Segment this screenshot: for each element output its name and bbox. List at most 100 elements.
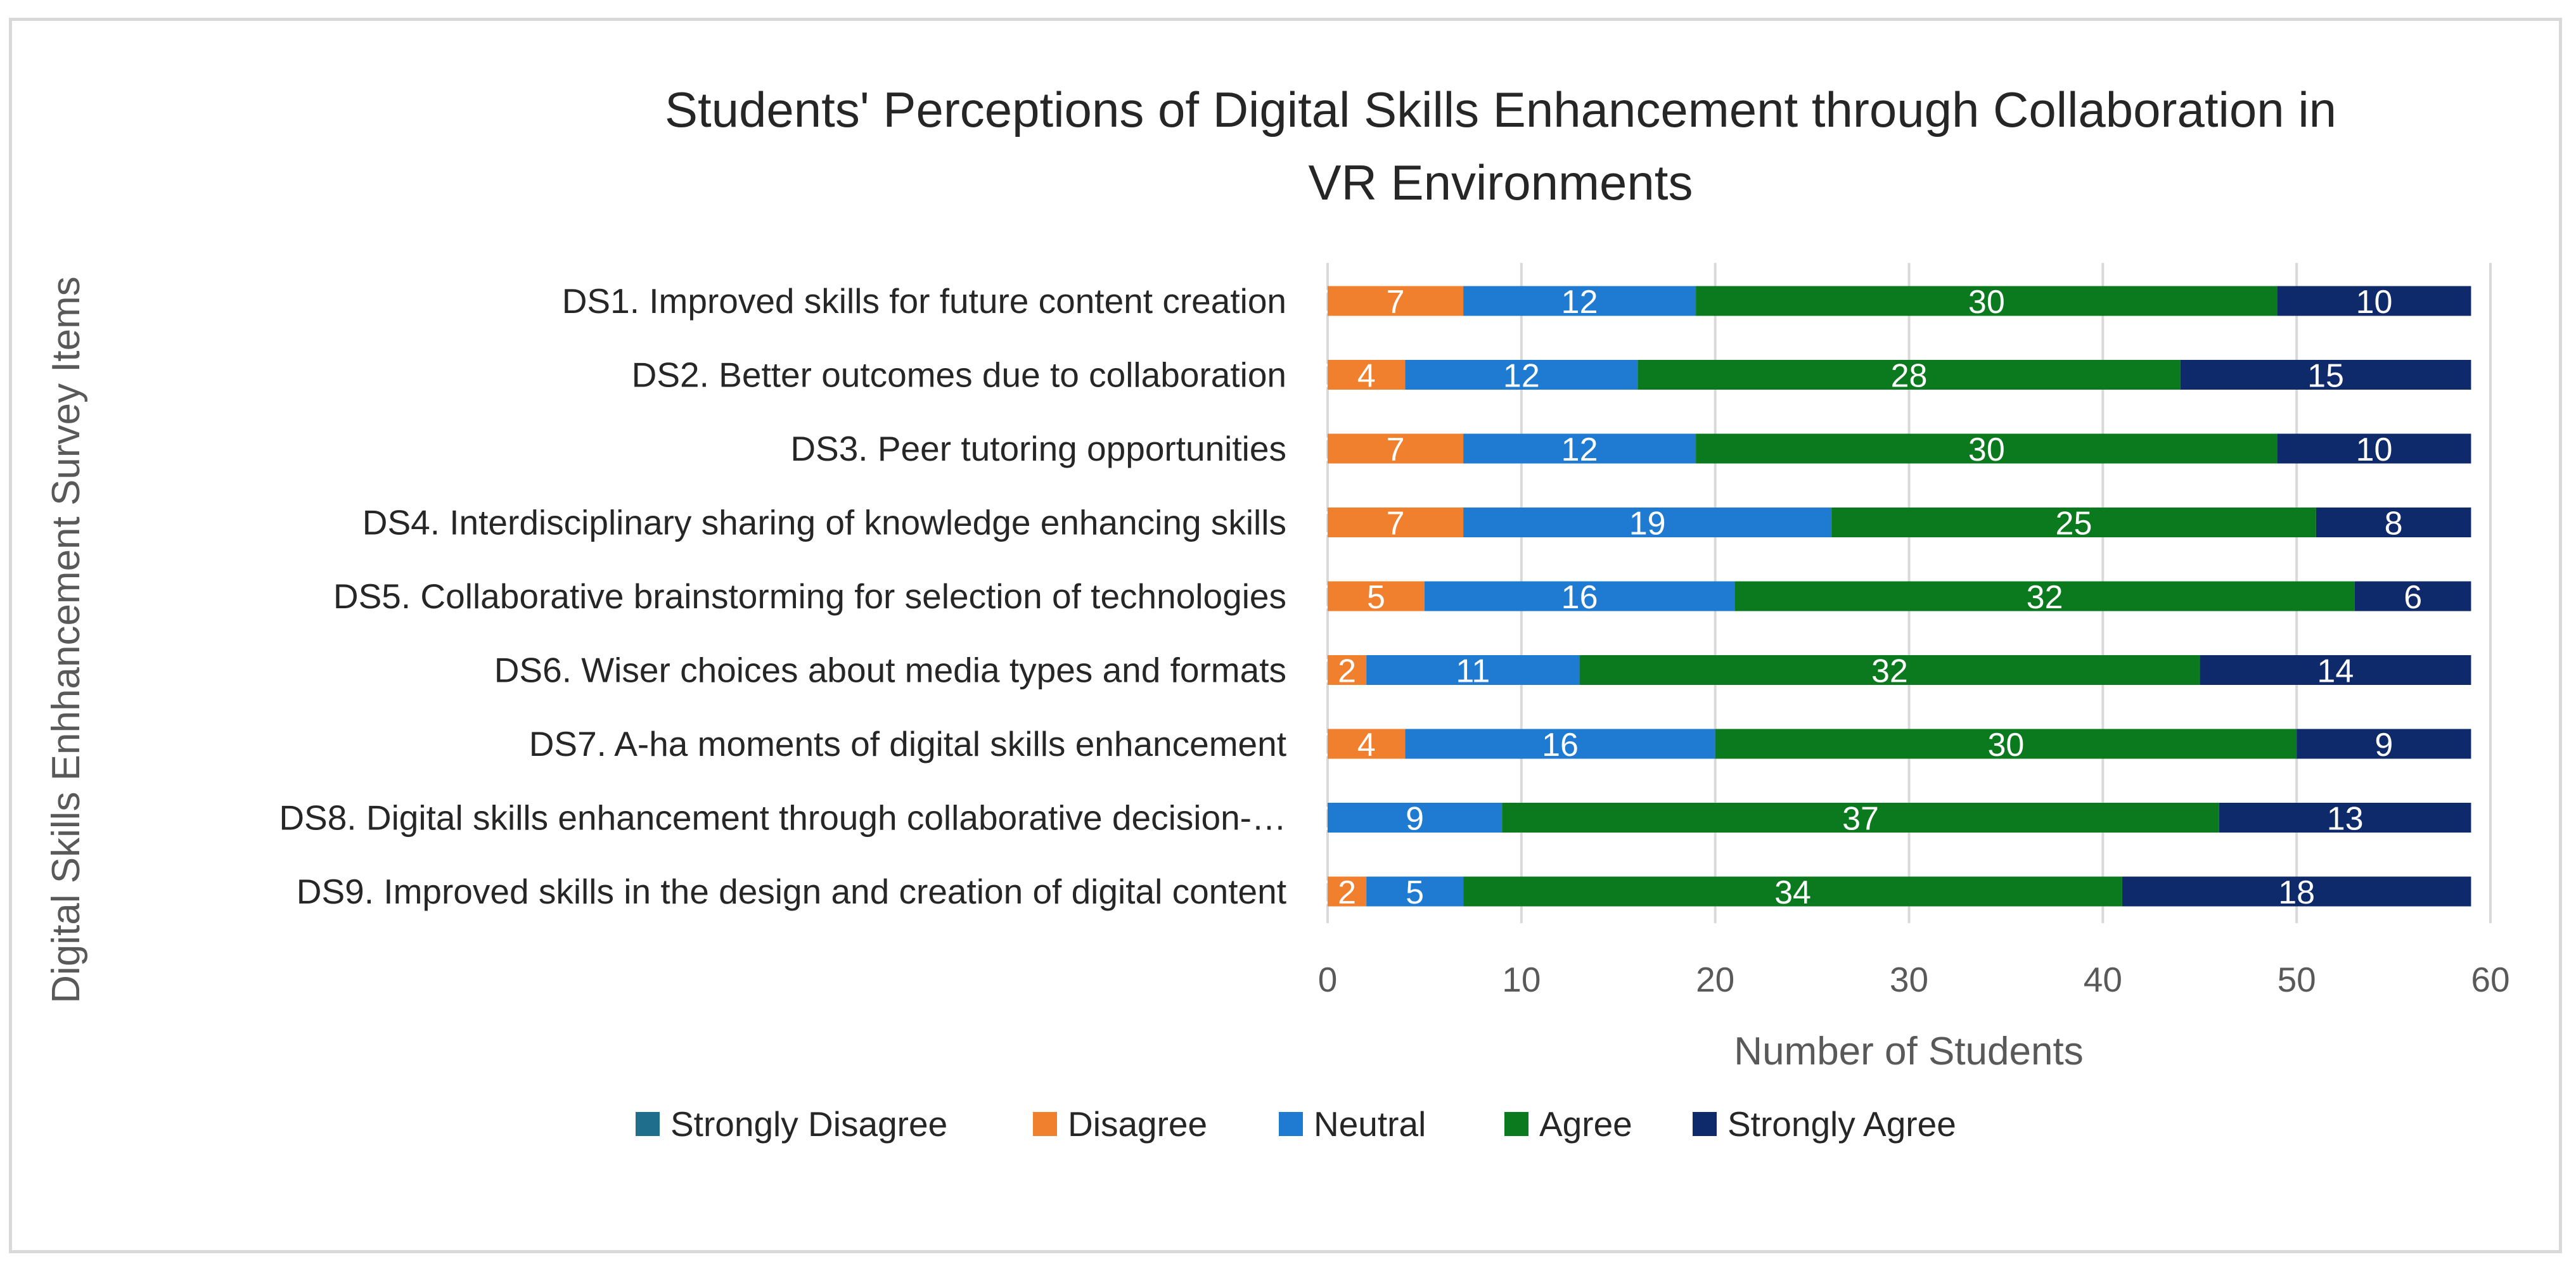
data-label: 5: [1406, 874, 1424, 911]
bar-segment: [1328, 360, 1406, 390]
x-tick-label: 10: [1502, 960, 1541, 999]
legend-label: Strongly Agree: [1727, 1104, 1956, 1144]
category-label: DS5. Collaborative brainstorming for sel…: [333, 577, 1286, 616]
legend-label: Agree: [1539, 1104, 1632, 1144]
bar-segment: [1328, 876, 1367, 907]
data-label: 18: [2278, 874, 2315, 911]
bar-segment: [1715, 729, 2297, 759]
category-label: DS3. Peer tutoring opportunities: [790, 429, 1286, 468]
bar-segment: [2200, 655, 2471, 685]
legend-swatch: [1279, 1112, 1303, 1136]
data-label: 12: [1561, 284, 1598, 321]
bar-segment: [2354, 581, 2471, 611]
x-tick-label: 20: [1696, 960, 1734, 999]
data-label: 11: [1456, 653, 1490, 690]
bar-segment: [1637, 360, 2181, 390]
data-label: 19: [1629, 506, 1666, 542]
x-axis-title: Number of Students: [1734, 1030, 2083, 1073]
data-label: 32: [2027, 579, 2063, 616]
bar-segment: [1696, 286, 2278, 316]
bar-segment: [1424, 581, 1735, 611]
data-label: 14: [2317, 653, 2354, 690]
bar-segment: [1328, 729, 1406, 759]
data-label: 2: [1338, 653, 1356, 690]
x-tick-label: 40: [2084, 960, 2122, 999]
bar-segment: [1328, 286, 1464, 316]
legend-label: Neutral: [1314, 1104, 1426, 1144]
data-label: 16: [1561, 579, 1598, 616]
chart-title-line-1: Students' Perceptions of Digital Skills …: [665, 82, 2336, 137]
bar-segment: [1328, 655, 1367, 685]
bars: 0712301004122815071230100719258051632602…: [1319, 284, 2471, 911]
x-tick-label: 30: [1890, 960, 1928, 999]
bar-segment: [1328, 803, 1503, 833]
bar-segment: [1502, 803, 2219, 833]
bar-segment: [2122, 876, 2471, 907]
data-label: 9: [2374, 727, 2393, 763]
bar-segment: [1831, 508, 2316, 537]
data-label: 30: [1968, 431, 2005, 468]
bar-segment: [1696, 433, 2278, 464]
bar-segment: [1734, 581, 2355, 611]
data-label: 7: [1387, 431, 1405, 468]
bar-segment: [1328, 433, 1464, 464]
bar-segment: [1463, 508, 1832, 537]
bar-segment: [2277, 433, 2471, 464]
x-tick-labels: 0 10 20 30 40 50 60: [1318, 960, 2510, 999]
data-label: 32: [1871, 653, 1908, 690]
data-label: 8: [2385, 506, 2403, 542]
category-label: DS7. A-ha moments of digital skills enha…: [529, 724, 1286, 763]
bar-segment: [1328, 581, 1425, 611]
legend-swatch: [1504, 1112, 1528, 1136]
bar-segment: [1405, 729, 1715, 759]
data-label: 4: [1357, 727, 1376, 763]
category-labels: DS1. Improved skills for future content …: [279, 281, 1286, 911]
category-label: DS2. Better outcomes due to collaboratio…: [632, 355, 1286, 395]
data-label: 7: [1387, 506, 1405, 542]
bar-segment: [2297, 729, 2471, 759]
bar-segment: [1366, 876, 1464, 907]
bar-segment: [1366, 655, 1580, 685]
bar-segment: [1463, 286, 1696, 316]
category-label: DS9. Improved skills in the design and c…: [297, 872, 1286, 911]
bar-segment: [2277, 286, 2471, 316]
data-label: 37: [1842, 801, 1879, 838]
x-tick-label: 0: [1318, 960, 1338, 999]
category-label: DS8. Digital skills enhancement through …: [279, 798, 1286, 838]
bar-segment: [1328, 508, 1464, 537]
legend-label: Disagree: [1068, 1104, 1207, 1144]
bar-segment: [1463, 433, 1696, 464]
chart-frame: [9, 18, 2562, 1253]
data-label: 2: [1338, 874, 1356, 911]
bar-segment: [2180, 360, 2471, 390]
legend-swatch: [1693, 1112, 1717, 1136]
data-label: 34: [1774, 874, 1811, 911]
data-label: 12: [1503, 358, 1540, 395]
legend-swatch: [1033, 1112, 1057, 1136]
data-label: 16: [1542, 727, 1579, 763]
y-axis-title: Digital Skills Enhhancement Survey Items: [44, 276, 88, 1003]
legend-swatch: [636, 1112, 660, 1136]
category-label: DS4. Interdisciplinary sharing of knowle…: [362, 503, 1286, 542]
bar-segment: [1579, 655, 2200, 685]
data-label: 5: [1367, 579, 1385, 616]
bar-segment: [1405, 360, 1638, 390]
data-label: 12: [1561, 431, 1598, 468]
data-label: 28: [1891, 358, 1928, 395]
data-label: 30: [1968, 284, 2005, 321]
legend: Strongly Disagree Disagree Neutral Agree Str…: [636, 1104, 1956, 1144]
data-label: 10: [2356, 431, 2393, 468]
bar-segment: [1463, 876, 2122, 907]
data-label: 10: [2356, 284, 2393, 321]
chart-title-line-2: VR Environments: [1309, 155, 1693, 210]
x-tick-label: 50: [2278, 960, 2316, 999]
bar-segment: [2219, 803, 2471, 833]
data-label: 4: [1357, 358, 1376, 395]
data-label: 9: [1406, 801, 1424, 838]
data-label: 30: [1987, 727, 2024, 763]
data-label: 13: [2327, 801, 2364, 838]
x-tick-label: 60: [2471, 960, 2509, 999]
data-label: 25: [2056, 506, 2092, 542]
data-label: 6: [2404, 579, 2422, 616]
